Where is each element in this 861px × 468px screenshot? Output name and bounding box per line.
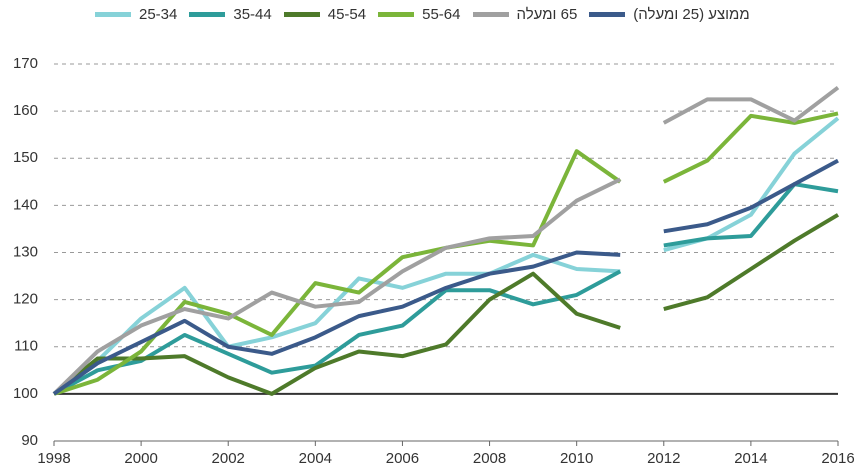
legend-swatch <box>283 12 320 17</box>
series-line <box>52 213 840 396</box>
legend-swatch <box>378 12 415 17</box>
x-tick-label: 2004 <box>299 450 332 467</box>
legend-label: 45-54 <box>327 6 367 23</box>
legend-item: 45-54 <box>283 6 367 23</box>
y-tick-label: 160 <box>13 102 38 119</box>
legend-label: 55-64 <box>422 6 461 23</box>
x-tick-label: 2012 <box>647 450 680 467</box>
series-line <box>53 111 839 396</box>
legend-swatch <box>189 12 226 17</box>
x-tick-label: 2008 <box>473 450 506 467</box>
series-line <box>52 116 840 396</box>
series-line <box>52 85 840 396</box>
legend-label: 35-44 <box>233 6 272 23</box>
x-tick-label: 2014 <box>734 450 767 467</box>
y-tick-label: 130 <box>13 243 38 260</box>
y-tick-label: 150 <box>13 149 38 166</box>
x-tick-label: 1998 <box>37 450 70 467</box>
y-tick-label: 140 <box>13 196 38 213</box>
legend-swatch <box>589 12 626 17</box>
legend-item: 35-44 <box>189 6 272 23</box>
legend-swatch <box>95 12 131 17</box>
y-tick-label: 120 <box>13 291 38 308</box>
legend-swatch <box>472 12 509 17</box>
legend: 25-34 35-44 45-54 55-64 65 ומעלה ממוצע (25 ומ… <box>95 6 750 23</box>
x-tick-label: 2016 <box>821 450 854 467</box>
legend-item: ממוצע (25 ומעלה) <box>589 6 750 23</box>
x-tick-label: 2006 <box>386 450 419 467</box>
y-tick-label: 90 <box>21 432 38 449</box>
y-tick-label: 170 <box>13 55 38 72</box>
y-tick-label: 110 <box>14 338 38 355</box>
series-line <box>52 158 839 396</box>
x-tick-label: 2010 <box>560 450 593 467</box>
x-tick-label: 2000 <box>124 450 157 467</box>
legend-item: 25-34 <box>95 6 177 23</box>
legend-label: 65 ומעלה <box>516 6 578 23</box>
legend-item: 55-64 <box>378 6 461 23</box>
x-tick-label: 2002 <box>212 450 245 467</box>
legend-label: 25-34 <box>139 6 178 23</box>
legend-label: ממוצע (25 ומעלה) <box>633 6 750 23</box>
legend-item: 65 ומעלה <box>472 6 578 23</box>
y-tick-label: 100 <box>13 385 38 402</box>
